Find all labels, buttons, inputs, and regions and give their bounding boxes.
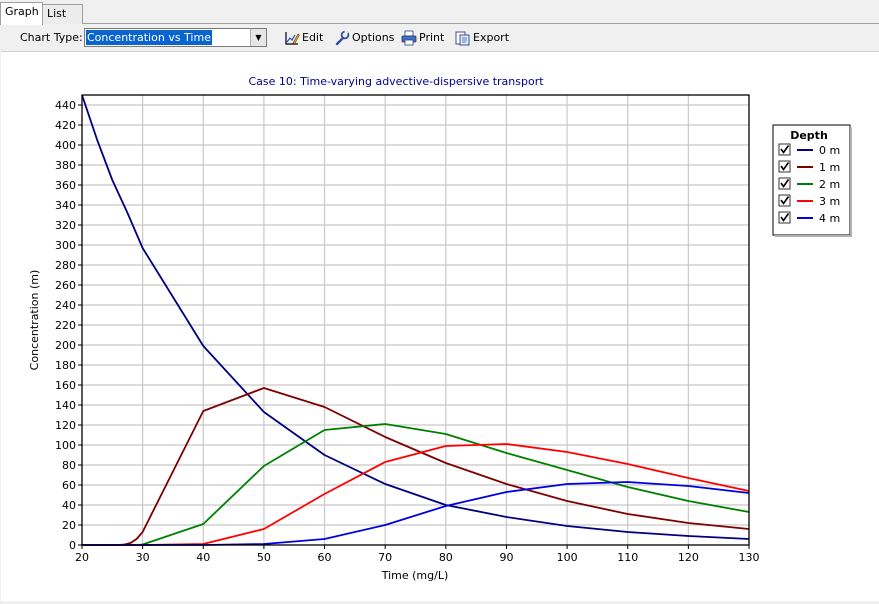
series-line-1m	[82, 387, 750, 546]
tab-graph-label: Graph	[5, 5, 39, 18]
options-button[interactable]: Options	[334, 29, 394, 47]
y-tick-label: 160	[55, 379, 76, 392]
series-line-0m	[81, 94, 750, 540]
y-tick-label: 300	[55, 239, 76, 252]
chart-type-select[interactable]: Concentration vs Time ▼	[84, 28, 267, 47]
chevron-down-icon[interactable]: ▼	[250, 29, 266, 46]
checkmark-icon	[780, 179, 790, 188]
options-label: Options	[352, 31, 395, 44]
legend-item[interactable]: 0 m	[778, 143, 840, 157]
y-tick-label: 280	[55, 259, 76, 272]
x-axis-label: Time (mg/L)	[381, 569, 449, 582]
legend-item[interactable]: 4 m	[778, 211, 840, 225]
toolbar: Chart Type: Concentration vs Time ▼ Edit…	[0, 25, 879, 51]
legend-item[interactable]: 2 m	[778, 177, 840, 191]
y-tick-label: 240	[55, 299, 76, 312]
legend-label: 2 m	[819, 178, 840, 191]
chart-type-value: Concentration vs Time	[85, 29, 213, 46]
print-button[interactable]: Print	[401, 29, 444, 47]
y-tick-label: 80	[62, 459, 76, 472]
y-tick-label: 60	[62, 479, 76, 492]
print-label: Print	[419, 31, 445, 44]
x-tick-label: 50	[257, 551, 271, 564]
legend-item[interactable]: 1 m	[778, 160, 840, 174]
y-tick-label: 40	[62, 499, 76, 512]
tab-strip: Graph List	[0, 0, 879, 25]
printer-icon	[401, 30, 417, 46]
y-tick-label: 200	[55, 339, 76, 352]
legend-checkbox	[778, 194, 791, 207]
legend-label: 0 m	[819, 144, 840, 157]
y-tick-label: 320	[55, 219, 76, 232]
legend-label: 3 m	[819, 195, 840, 208]
y-tick-label: 380	[55, 159, 76, 172]
edit-chart-icon	[285, 32, 300, 45]
legend-checkbox	[778, 177, 791, 190]
legend-item[interactable]: 3 m	[778, 194, 840, 208]
tab-list-label: List	[47, 7, 67, 20]
y-tick-label: 360	[55, 179, 76, 192]
chart: Case 10: Time-varying advective-dispersi…	[28, 75, 852, 582]
x-tick-label: 120	[678, 551, 699, 564]
x-tick-label: 60	[318, 551, 332, 564]
y-tick-label: 400	[55, 139, 76, 152]
tab-list[interactable]: List	[42, 4, 83, 24]
export-button[interactable]: Export	[455, 29, 509, 47]
y-tick-label: 180	[55, 359, 76, 372]
edit-label: Edit	[302, 31, 324, 44]
x-tick-label: 30	[136, 551, 150, 564]
y-tick-label: 220	[55, 319, 76, 332]
checkmark-icon	[780, 145, 790, 154]
x-tick-label: 20	[75, 551, 89, 564]
x-tick-label: 90	[499, 551, 513, 564]
checkmark-icon	[780, 196, 790, 205]
checkmark-icon	[780, 162, 790, 171]
wrench-icon	[335, 30, 350, 46]
x-tick-label: 70	[378, 551, 392, 564]
legend-checkbox	[778, 160, 791, 173]
y-tick-label: 260	[55, 279, 76, 292]
x-tick-label: 40	[196, 551, 210, 564]
export-label: Export	[473, 31, 510, 44]
y-tick-label: 420	[55, 119, 76, 132]
y-tick-label: 120	[55, 419, 76, 432]
legend-checkbox	[778, 143, 791, 156]
y-tick-label: 440	[55, 99, 76, 112]
plot-frame	[81, 94, 750, 546]
x-tick-label: 100	[557, 551, 578, 564]
y-tick-label: 20	[62, 519, 76, 532]
x-tick-label: 80	[439, 551, 453, 564]
legend-label: 4 m	[819, 212, 840, 225]
y-tick-label: 340	[55, 199, 76, 212]
y-tick-label: 100	[55, 439, 76, 452]
chart-type-label: Chart Type:	[20, 31, 83, 44]
legend: Depth 0 m 1 m 2 m 3 m 4 m	[772, 124, 852, 237]
export-icon	[455, 31, 470, 46]
legend-label: 1 m	[819, 161, 840, 174]
y-tick-label: 140	[55, 399, 76, 412]
tab-graph[interactable]: Graph	[0, 2, 43, 25]
x-tick-label: 110	[617, 551, 638, 564]
x-tick-label: 130	[739, 551, 760, 564]
y-tick-label: 0	[69, 539, 76, 552]
legend-title: Depth	[790, 129, 828, 142]
legend-checkbox	[778, 211, 791, 224]
edit-button[interactable]: Edit	[284, 29, 323, 47]
chart-title: Case 10: Time-varying advective-dispersi…	[248, 75, 544, 88]
checkmark-icon	[780, 213, 790, 222]
y-axis-label: Concentration (m)	[28, 270, 41, 371]
chart-panel: Case 10: Time-varying advective-dispersi…	[1, 51, 879, 601]
